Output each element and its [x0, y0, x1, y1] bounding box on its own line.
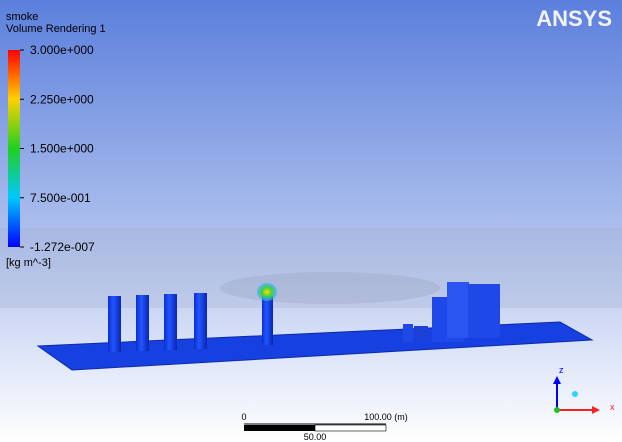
building	[447, 282, 469, 338]
scale-mid: 50.00	[304, 432, 327, 442]
scale-end: 100.00 (m)	[364, 412, 408, 422]
building	[468, 284, 500, 338]
legend-tick-label: 3.000e+000	[30, 43, 94, 57]
legend-tick-label: 2.250e+000	[30, 92, 94, 106]
axis-x-head	[592, 406, 600, 414]
legend-variable: smoke	[6, 11, 38, 23]
smoke-source	[257, 283, 277, 301]
colorbar	[8, 50, 20, 247]
scale-start: 0	[241, 412, 246, 422]
axis-origin	[554, 407, 560, 413]
legend-tick-label: -1.272e-007	[30, 240, 95, 254]
building	[414, 326, 428, 341]
legend-unit: [kg m^-3]	[6, 257, 51, 269]
column	[164, 294, 177, 350]
axis-x-label: x	[610, 402, 615, 412]
logo: ANSYS	[536, 6, 612, 31]
column	[194, 293, 207, 349]
building	[403, 324, 413, 342]
smoke-plume	[220, 272, 440, 304]
legend-tick-label: 1.500e+000	[30, 142, 94, 156]
scale-white	[314, 424, 387, 432]
column	[108, 296, 121, 352]
axis-z-label: z	[559, 365, 564, 375]
legend-tick-label: 7.500e-001	[30, 191, 91, 205]
legend-title: Volume Rendering 1	[6, 23, 106, 35]
column	[136, 295, 149, 351]
chimney	[262, 296, 273, 345]
scale-black	[244, 425, 315, 431]
axis-y	[572, 391, 578, 397]
haze	[0, 228, 622, 308]
axis-z-head	[553, 376, 561, 384]
